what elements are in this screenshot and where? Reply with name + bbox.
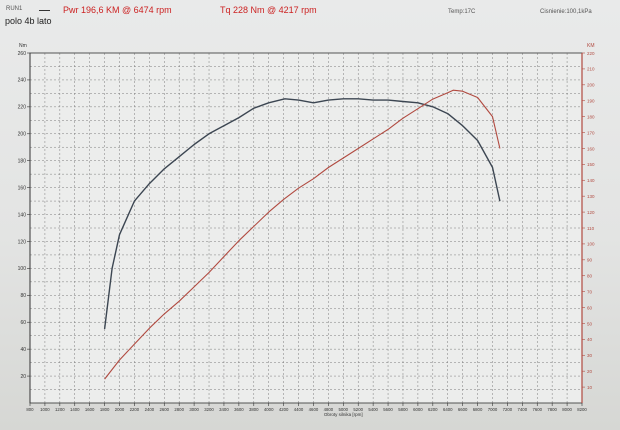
right-tick-label: 130 bbox=[587, 194, 595, 199]
left-tick-label: 20 bbox=[20, 374, 26, 380]
right-tick-label: 10 bbox=[587, 385, 593, 390]
x-tick-label: 2600 bbox=[159, 407, 169, 412]
left-tick-label: 100 bbox=[18, 266, 27, 272]
left-axis-unit: Nm bbox=[19, 43, 27, 49]
right-tick-label: 120 bbox=[587, 210, 595, 215]
x-tick-label: 4400 bbox=[294, 407, 304, 412]
right-tick-label: 170 bbox=[587, 130, 595, 135]
pressure-readout: Cisnienie:100,1kPa bbox=[540, 9, 592, 15]
x-tick-label: 7200 bbox=[503, 407, 513, 412]
x-tick-label: 7800 bbox=[547, 407, 557, 412]
left-tick-label: 180 bbox=[18, 158, 27, 164]
left-tick-label: 80 bbox=[20, 293, 26, 299]
power-summary: Pwr 196,6 KM @ 6474 rpm bbox=[63, 5, 172, 15]
left-tick-label: 120 bbox=[18, 239, 27, 245]
right-tick-label: 70 bbox=[587, 289, 593, 294]
right-tick-label: 40 bbox=[587, 337, 593, 342]
grid-layer bbox=[29, 53, 583, 403]
x-tick-label: 1400 bbox=[70, 407, 80, 412]
x-tick-label: 5000 bbox=[339, 407, 349, 412]
right-axis-unit: KM bbox=[587, 43, 595, 49]
left-tick-label: 60 bbox=[20, 320, 26, 326]
x-tick-label: 4200 bbox=[279, 407, 289, 412]
x-tick-label: 8000 bbox=[562, 407, 572, 412]
power-curve bbox=[104, 89, 501, 380]
x-tick-label: 5400 bbox=[368, 407, 378, 412]
right-tick-label: 220 bbox=[587, 51, 595, 56]
left-tick-label: 240 bbox=[18, 78, 27, 84]
x-tick-label: 3000 bbox=[189, 407, 199, 412]
left-tick-label: 160 bbox=[18, 185, 27, 191]
right-tick-label: 50 bbox=[587, 321, 593, 326]
right-tick-label: 180 bbox=[587, 114, 595, 119]
left-tick-label: 200 bbox=[18, 132, 27, 138]
right-tick-label: 110 bbox=[587, 226, 595, 231]
right-tick-label: 80 bbox=[587, 274, 593, 279]
x-tick-label: 7000 bbox=[488, 407, 498, 412]
axis-layer: Nm 20 40 60 80 100 120 140 160 180 200 220 240 260 KM 1… bbox=[18, 43, 595, 417]
right-tick-label: 20 bbox=[587, 369, 593, 374]
x-tick-label: 4000 bbox=[264, 407, 274, 412]
x-tick-label: 6200 bbox=[428, 407, 438, 412]
right-tick-label: 30 bbox=[587, 353, 593, 358]
left-tick-label: 260 bbox=[18, 51, 27, 57]
right-tick-label: 160 bbox=[587, 146, 595, 151]
x-axis-label: Obroty silnika [rpm] bbox=[324, 412, 363, 417]
x-tick-label: 3200 bbox=[204, 407, 214, 412]
left-tick-label: 140 bbox=[18, 212, 27, 218]
x-tick-label: 1200 bbox=[55, 407, 65, 412]
x-tick-label: 800 bbox=[26, 407, 34, 412]
x-tick-label: 7400 bbox=[518, 407, 528, 412]
x-tick-label: 1000 bbox=[40, 407, 50, 412]
x-tick-label: 2000 bbox=[115, 407, 125, 412]
x-tick-label: 2200 bbox=[130, 407, 140, 412]
torque-curve bbox=[103, 98, 501, 330]
x-tick-label: 3600 bbox=[234, 407, 244, 412]
x-tick-label: 2800 bbox=[174, 407, 184, 412]
left-tick-label: 220 bbox=[18, 105, 27, 111]
right-tick-label: 200 bbox=[587, 83, 595, 88]
x-tick-label: 5800 bbox=[398, 407, 408, 412]
x-tick-label: 6400 bbox=[443, 407, 453, 412]
x-tick-label: 1600 bbox=[85, 407, 95, 412]
right-tick-label: 210 bbox=[587, 67, 595, 72]
right-tick-label: 100 bbox=[587, 242, 595, 247]
right-tick-label: 60 bbox=[587, 305, 593, 310]
vehicle-subtitle: polo 4b lato bbox=[5, 16, 52, 26]
left-tick-label: 40 bbox=[20, 347, 26, 353]
legend-line-icon bbox=[39, 10, 50, 11]
right-tick-label: 140 bbox=[587, 178, 595, 183]
series-layer bbox=[103, 89, 501, 380]
x-tick-label: 3400 bbox=[219, 407, 229, 412]
torque-summary: Tq 228 Nm @ 4217 rpm bbox=[220, 5, 317, 15]
x-tick-label: 8200 bbox=[577, 407, 587, 412]
right-tick-label: 90 bbox=[587, 258, 593, 263]
right-tick-label: 150 bbox=[587, 162, 595, 167]
x-tick-label: 6000 bbox=[413, 407, 423, 412]
x-tick-label: 7600 bbox=[532, 407, 542, 412]
x-tick-label: 1800 bbox=[100, 407, 110, 412]
x-tick-label: 4600 bbox=[309, 407, 319, 412]
x-tick-label: 6800 bbox=[473, 407, 483, 412]
x-tick-label: 6600 bbox=[458, 407, 468, 412]
x-tick-label: 4800 bbox=[324, 407, 334, 412]
right-tick-label: 190 bbox=[587, 99, 595, 104]
x-tick-label: 2400 bbox=[145, 407, 155, 412]
x-tick-label: 5200 bbox=[353, 407, 363, 412]
temperature-readout: Temp:17C bbox=[448, 9, 476, 15]
run-label: RUN1 bbox=[6, 6, 23, 12]
x-tick-label: 5600 bbox=[383, 407, 393, 412]
x-tick-label: 3800 bbox=[249, 407, 259, 412]
